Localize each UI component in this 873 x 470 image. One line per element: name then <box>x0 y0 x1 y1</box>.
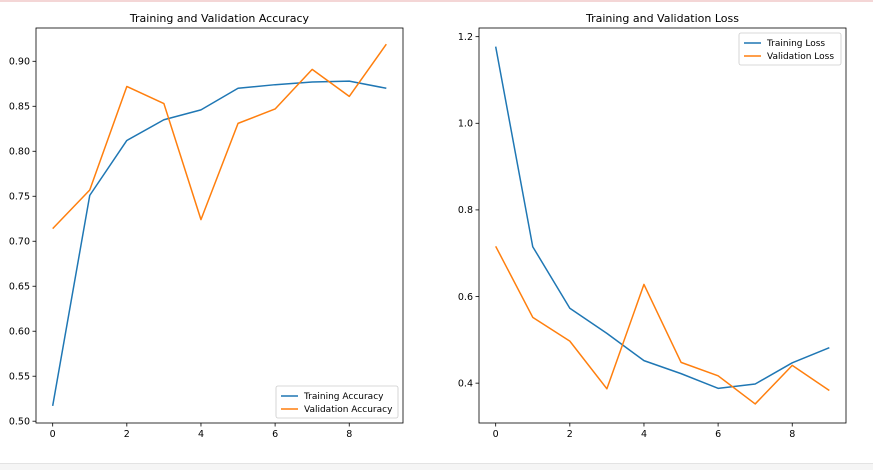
y-tick-label: 1.2 <box>458 32 473 43</box>
loss-chart: Training and Validation Loss 0.4 0.6 0.8 1.… <box>458 12 847 440</box>
y-tick-label: 1.0 <box>458 119 473 130</box>
legend-label: Validation Loss <box>767 52 834 62</box>
y-tick-label: 0.60 <box>9 327 30 338</box>
x-tick-label: 0 <box>493 429 499 440</box>
plot-area-frame <box>35 27 404 424</box>
y-tick-label: 0.4 <box>458 378 473 389</box>
top-divider <box>0 0 873 2</box>
legend-label: Validation Accuracy <box>304 405 393 415</box>
series-line-training <box>51 80 387 407</box>
y-tick-label: 0.50 <box>9 417 30 428</box>
x-tick-label: 4 <box>641 429 647 440</box>
series-line-validation <box>495 245 830 405</box>
x-tick-label: 6 <box>715 429 721 440</box>
series-line-training <box>494 46 830 390</box>
y-tick-label: 0.55 <box>9 372 30 383</box>
accuracy-chart-title: Training and Validation Accuracy <box>129 12 310 25</box>
x-tick-label: 2 <box>567 429 573 440</box>
y-tick-label: 0.85 <box>9 102 30 113</box>
x-tick-label: 2 <box>124 429 130 440</box>
y-tick-label: 0.90 <box>9 57 30 68</box>
y-tick-label: 0.8 <box>458 205 473 216</box>
accuracy-chart: Training and Validation Accuracy 0.50 0.5… <box>9 12 404 440</box>
legend: Training Accuracy Validation Accuracy <box>275 385 399 419</box>
plot-area-frame <box>478 27 847 424</box>
x-tick-label: 8 <box>789 429 795 440</box>
y-tick-label: 0.80 <box>9 147 30 158</box>
x-tick-label: 6 <box>272 429 278 440</box>
x-tick-label: 0 <box>50 429 56 440</box>
x-tick-label: 4 <box>198 429 204 440</box>
y-tick-label: 0.65 <box>9 282 30 293</box>
y-tick-label: 0.6 <box>458 292 473 303</box>
legend-label: Training Accuracy <box>303 392 384 402</box>
legend-box <box>738 32 842 66</box>
y-tick-label: 0.75 <box>9 192 30 203</box>
y-tick-label: 0.70 <box>9 237 30 248</box>
loss-chart-title: Training and Validation Loss <box>585 12 739 25</box>
legend-box <box>275 385 399 419</box>
legend: Training Loss Validation Loss <box>738 32 842 66</box>
legend-label: Training Loss <box>766 39 825 49</box>
series-line-validation <box>52 43 387 230</box>
x-tick-label: 8 <box>346 429 352 440</box>
output-footer-bar <box>0 463 873 470</box>
